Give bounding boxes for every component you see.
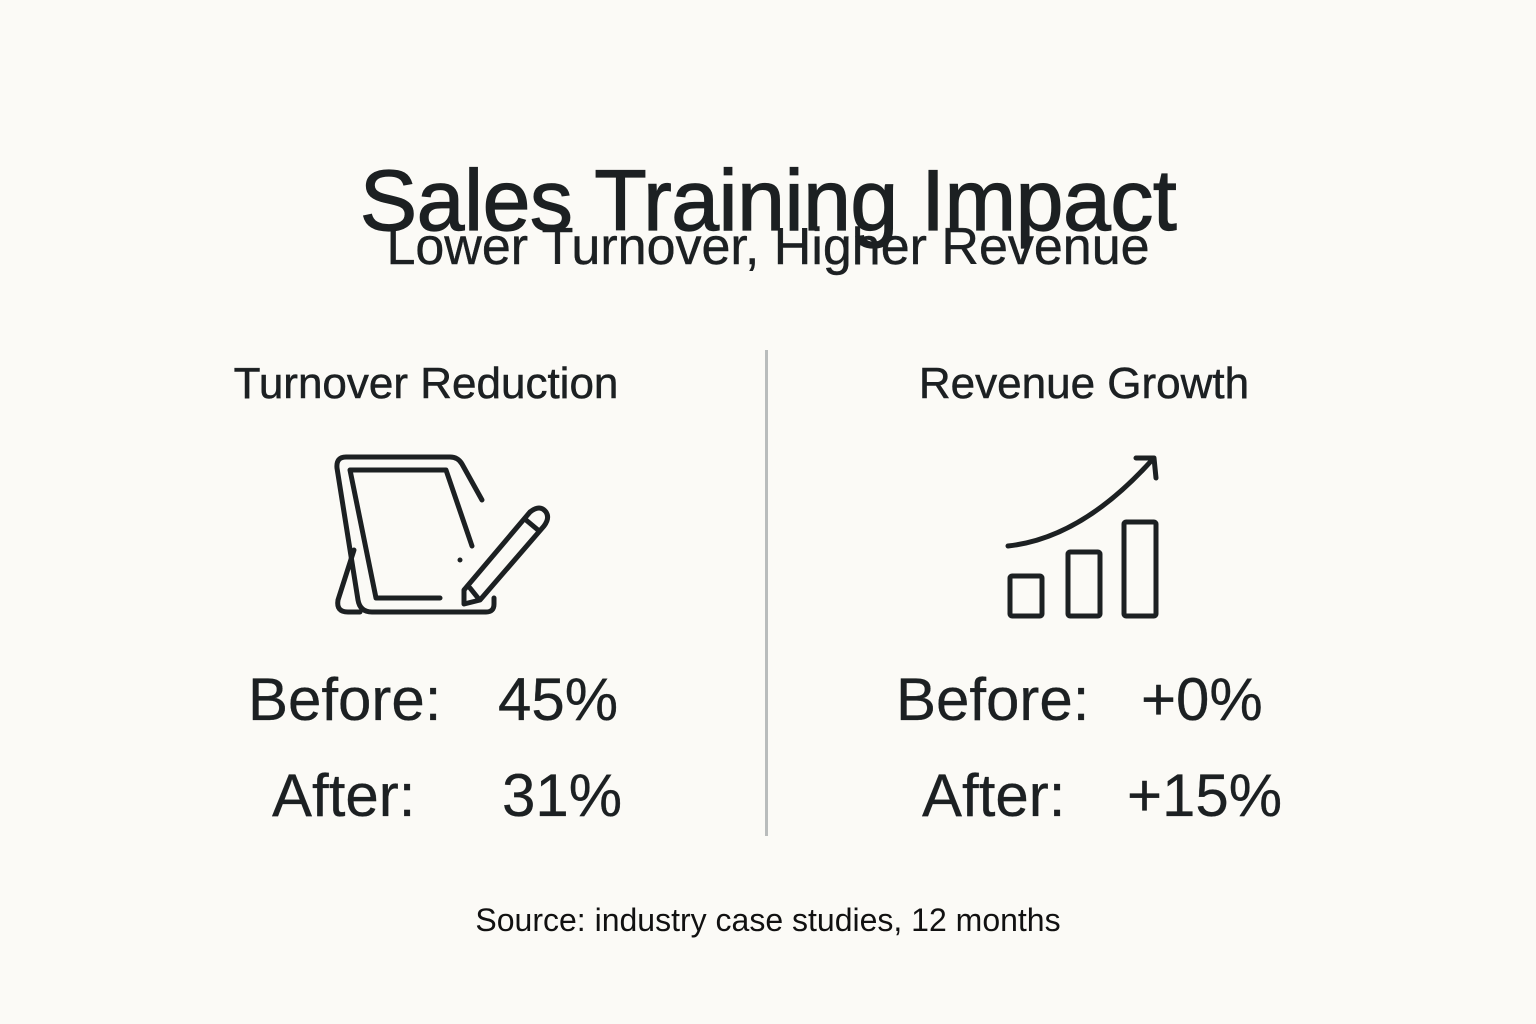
turnover-after-row: After: 31% <box>272 760 622 832</box>
bar-chart-growth-arrow-icon <box>1002 452 1162 620</box>
page-subtitle: Lower Turnover, Higher Revenue <box>386 218 1150 276</box>
turnover-after-value: 31% <box>502 762 623 829</box>
turnover-after-label: After: <box>272 762 416 829</box>
revenue-after-row: After: +15% <box>922 760 1282 832</box>
page-title: Sales Training Impact <box>359 152 1177 249</box>
revenue-after-label: After: <box>922 762 1066 829</box>
turnover-before-label: Before: <box>248 666 442 733</box>
turnover-before-row: Before: 45% <box>248 664 618 736</box>
revenue-before-value: +0% <box>1141 666 1263 733</box>
section-divider <box>765 350 768 836</box>
revenue-heading: Revenue Growth <box>918 359 1250 409</box>
revenue-after-value: +15% <box>1127 762 1283 829</box>
turnover-before-value: 45% <box>498 666 619 733</box>
tablet-with-pencil-icon <box>330 450 556 622</box>
source-note: Source: industry case studies, 12 months <box>475 902 1061 938</box>
revenue-before-label: Before: <box>896 666 1090 733</box>
turnover-heading: Turnover Reduction <box>233 359 619 409</box>
revenue-before-row: Before: +0% <box>896 664 1263 736</box>
